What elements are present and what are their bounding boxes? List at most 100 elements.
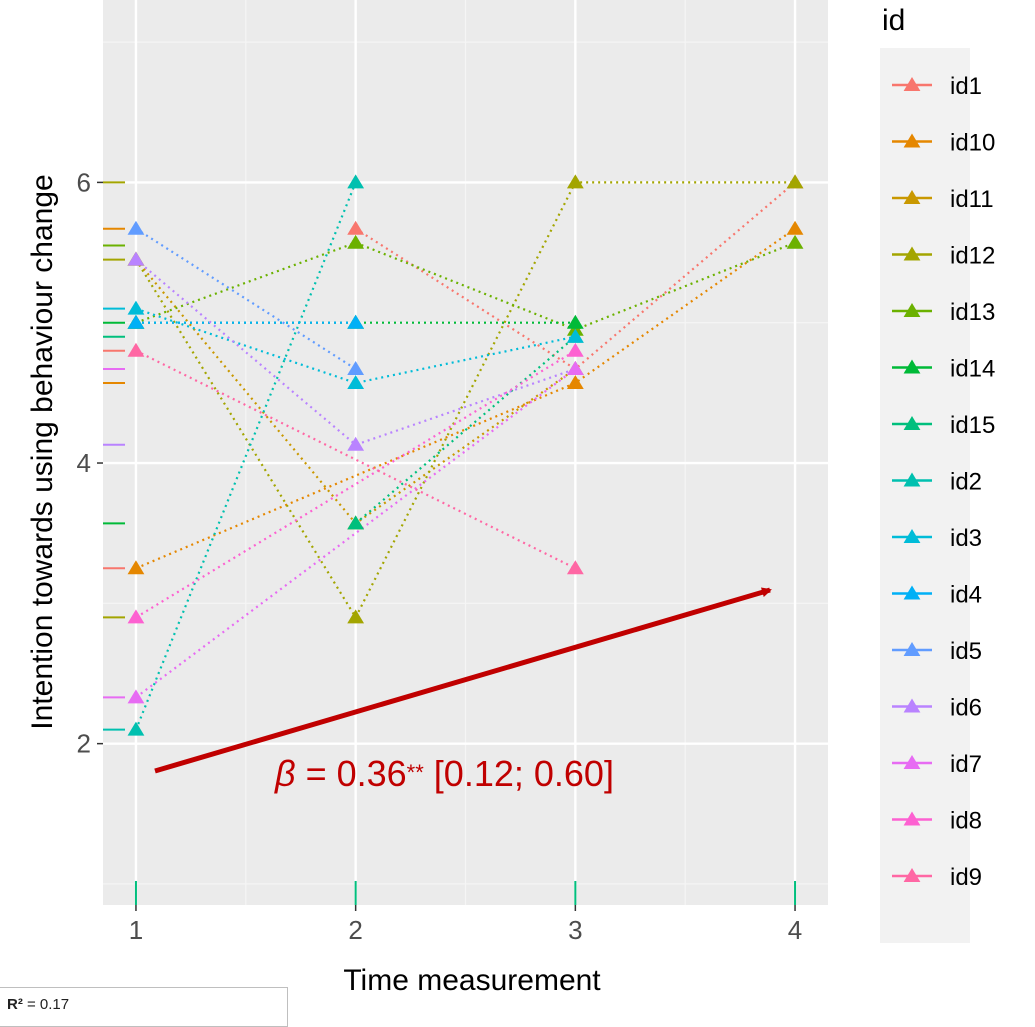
x-tick-label: 3 — [568, 915, 582, 945]
x-tick-label: 2 — [348, 915, 362, 945]
legend-key-marker — [903, 190, 921, 204]
legend-item-id6: id6 — [892, 695, 982, 722]
data-points — [127, 174, 804, 736]
legend-item-id2: id2 — [892, 469, 982, 496]
series-line-id9 — [135, 349, 576, 570]
beta-annotation: β = 0.36** [0.12; 0.60] — [274, 753, 614, 794]
beta-value: = 0.36 — [296, 753, 407, 794]
legend-key-marker — [903, 472, 921, 487]
rug-marks — [103, 181, 797, 905]
series-line-id8 — [135, 349, 576, 619]
data-point-id12 — [347, 609, 365, 624]
legend-label: id12 — [950, 243, 995, 270]
confidence-interval: [0.12; 0.60] — [424, 753, 614, 794]
series-line-id2 — [134, 181, 357, 731]
legend-label: id8 — [950, 808, 982, 835]
legend: id1 id10 id11 id12 id13 id14 id15 id2 id3 id4 id5 i… — [892, 73, 995, 891]
legend-label: id9 — [950, 864, 982, 891]
legend-item-id9: id9 — [892, 864, 982, 891]
legend-label: id14 — [950, 356, 995, 383]
y-tick-label: 2 — [77, 729, 91, 759]
data-point-id13 — [786, 234, 804, 249]
data-point-id5 — [347, 361, 365, 376]
data-point-id2 — [347, 174, 365, 189]
data-point-id13 — [566, 321, 584, 336]
data-point-id3 — [127, 300, 145, 315]
legend-item-id1: id1 — [892, 73, 982, 100]
legend-key-marker — [903, 755, 921, 769]
r-squared-box: R² = 0.17 — [0, 987, 288, 1027]
data-point-id7 — [127, 689, 145, 704]
legend-key-marker — [903, 416, 921, 430]
data-point-id9 — [127, 342, 145, 357]
r-squared-value: = 0.17 — [27, 996, 70, 1013]
legend-key-marker — [903, 133, 921, 148]
r-squared-label: R² — [7, 996, 23, 1013]
legend-label: id3 — [950, 525, 982, 552]
legend-key-marker — [903, 359, 921, 374]
series-line-id5 — [135, 227, 357, 370]
legend-label: id5 — [950, 638, 982, 665]
data-point-id12 — [566, 174, 584, 189]
x-axis-title: Time measurement — [343, 964, 601, 997]
legend-item-id5: id5 — [892, 638, 982, 665]
series-line-id13 — [135, 241, 796, 331]
trend-arrow-line — [154, 587, 772, 774]
legend-label: id15 — [950, 412, 995, 439]
legend-label: id2 — [950, 469, 982, 496]
legend-key-marker — [903, 868, 921, 882]
data-point-id8 — [566, 342, 584, 357]
legend-key-marker — [903, 642, 921, 656]
data-point-id4 — [347, 314, 365, 329]
axis-ticks: 2 4 6 1 2 3 4 — [77, 167, 803, 945]
legend-key-marker — [903, 529, 921, 543]
legend-key-marker — [903, 811, 921, 826]
data-point-id10 — [566, 375, 584, 390]
data-point-id8 — [127, 609, 145, 624]
legend-label: id4 — [950, 582, 982, 609]
data-point-id6 — [127, 251, 145, 266]
data-point-id15 — [347, 515, 365, 530]
data-point-id10 — [127, 560, 145, 575]
series-line-id10 — [135, 227, 796, 570]
beta-symbol: β — [274, 753, 296, 794]
legend-key-marker — [903, 585, 921, 600]
legend-item-id11: id11 — [892, 186, 994, 213]
data-point-id7 — [566, 361, 584, 376]
legend-key-marker — [903, 698, 921, 713]
data-point-id6 — [347, 436, 365, 451]
legend-item-id7: id7 — [892, 751, 982, 778]
legend-item-id15: id15 — [892, 412, 995, 439]
legend-item-id4: id4 — [892, 582, 982, 609]
legend-item-id12: id12 — [892, 243, 995, 270]
legend-item-id10: id10 — [892, 130, 995, 157]
data-point-id3 — [566, 328, 584, 343]
legend-label: id6 — [950, 695, 982, 722]
data-point-id3 — [347, 375, 365, 390]
x-tick-label: 1 — [129, 915, 143, 945]
legend-label: id7 — [950, 751, 982, 778]
data-point-id14 — [566, 314, 584, 329]
data-point-id12 — [786, 174, 804, 189]
legend-title: id — [882, 4, 905, 37]
series-line-id15 — [354, 335, 577, 525]
data-point-id5 — [127, 220, 145, 235]
legend-label: id1 — [950, 73, 982, 100]
y-tick-label: 6 — [77, 167, 91, 197]
y-tick-label: 4 — [77, 448, 91, 478]
data-point-id9 — [566, 560, 584, 575]
legend-key-marker — [903, 77, 921, 91]
data-point-id10 — [786, 220, 804, 235]
significance-stars: ** — [407, 760, 425, 785]
data-point-id4 — [127, 314, 145, 329]
x-tick-label: 4 — [788, 915, 802, 945]
legend-key-marker — [903, 246, 921, 261]
data-point-id2 — [127, 721, 145, 736]
legend-item-id3: id3 — [892, 525, 982, 552]
legend-item-id13: id13 — [892, 299, 995, 326]
data-point-id1 — [347, 220, 365, 235]
legend-label: id13 — [950, 299, 995, 326]
legend-label: id11 — [950, 186, 994, 213]
trend-arrow — [154, 587, 772, 774]
